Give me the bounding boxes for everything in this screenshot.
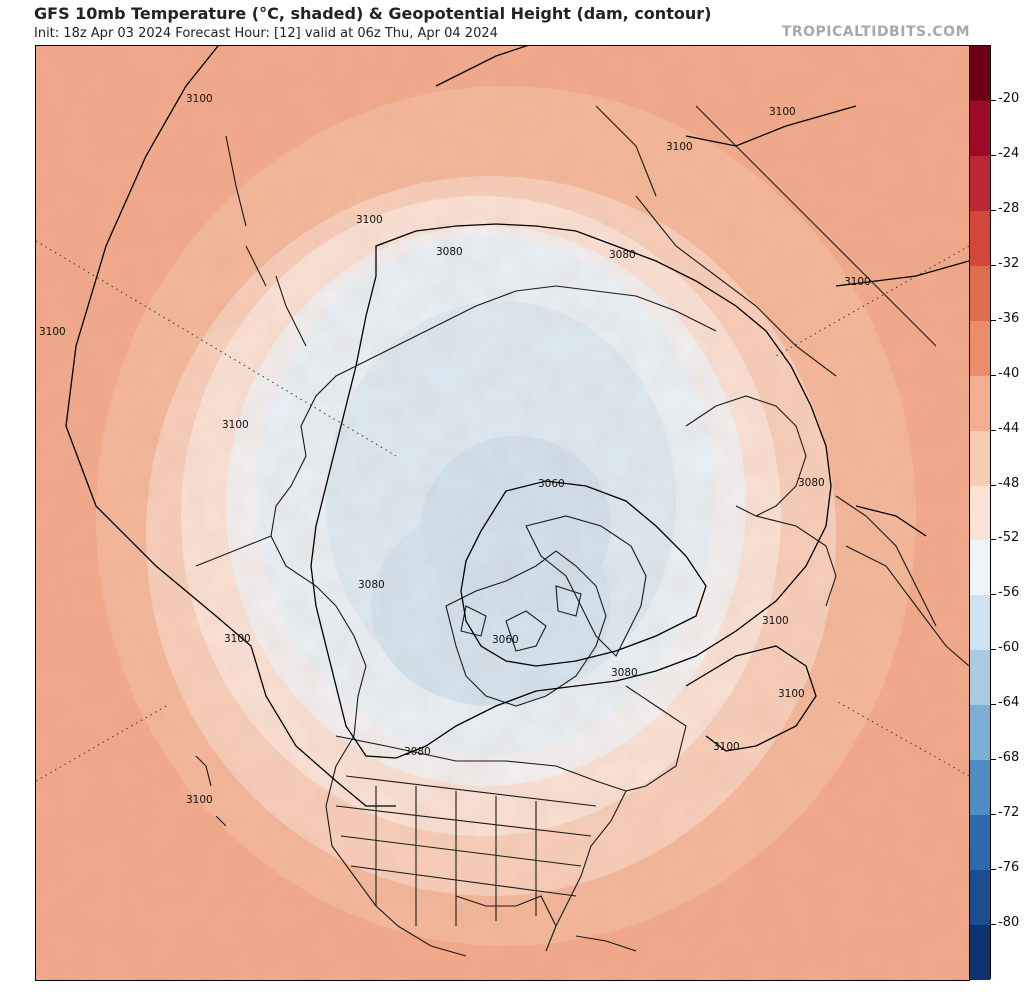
graticule bbox=[36, 240, 969, 782]
colorbar-label: -24 bbox=[998, 145, 1020, 161]
contour-label: 3100 bbox=[224, 633, 251, 645]
site-credit[interactable]: TROPICALTIDBITS.COM bbox=[781, 24, 970, 40]
contour-label: 3100 bbox=[222, 419, 249, 431]
polar-map: 3100 3100 3100 3100 3100 3100 3100 3100 … bbox=[36, 46, 969, 980]
colorbar-label: -80 bbox=[998, 915, 1020, 931]
colorbar-tick bbox=[991, 594, 996, 596]
colorbar-label: -72 bbox=[998, 805, 1020, 821]
contour-3100-east bbox=[435, 46, 969, 287]
contour-3080-outer bbox=[310, 223, 832, 759]
colorbar-segment bbox=[970, 650, 990, 706]
map-panel: 3100 3100 3100 3100 3100 3100 3100 3100 … bbox=[35, 45, 970, 981]
contour-label: 3100 bbox=[356, 214, 383, 226]
colorbar-label: -56 bbox=[998, 585, 1020, 601]
colorbar-tick bbox=[991, 704, 996, 706]
contour-label: 3100 bbox=[762, 615, 789, 627]
colorbar-label: -36 bbox=[998, 310, 1020, 326]
contour-label: 3100 bbox=[666, 141, 693, 153]
colorbar-label: -64 bbox=[998, 695, 1020, 711]
contour-label: 3060 bbox=[492, 634, 519, 646]
colorbar-label: -60 bbox=[998, 640, 1020, 656]
colorbar-tick bbox=[991, 264, 996, 266]
colorbar-tick bbox=[991, 374, 996, 376]
colorbar-segment bbox=[970, 595, 990, 651]
contour-label: 3100 bbox=[769, 106, 796, 118]
colorbar-segment bbox=[970, 100, 990, 156]
height-contours bbox=[65, 46, 969, 807]
contour-label: 3080 bbox=[404, 746, 431, 758]
contour-label: 3100 bbox=[778, 688, 805, 700]
contour-label: 3100 bbox=[844, 276, 871, 288]
colorbar-tick bbox=[991, 99, 996, 101]
contour-label: 3100 bbox=[186, 93, 213, 105]
colorbar-label: -76 bbox=[998, 860, 1020, 876]
contour-3100-se bbox=[685, 505, 927, 752]
map-title: GFS 10mb Temperature (°C, shaded) & Geop… bbox=[34, 4, 712, 23]
coastlines bbox=[195, 105, 969, 957]
contour-label: 3080 bbox=[798, 477, 825, 489]
colorbar-tick bbox=[991, 154, 996, 156]
colorbar-label: -52 bbox=[998, 530, 1020, 546]
colorbar-segment bbox=[970, 540, 990, 596]
colorbar-label: -40 bbox=[998, 365, 1020, 381]
colorbar-label: -20 bbox=[998, 90, 1020, 106]
contour-label: 3080 bbox=[611, 667, 638, 679]
colorbar-segment bbox=[970, 870, 990, 925]
contour-label: 3100 bbox=[39, 326, 66, 338]
contour-3060 bbox=[460, 480, 707, 667]
map-subtitle: Init: 18z Apr 03 2024 Forecast Hour: [12… bbox=[34, 26, 498, 41]
colorbar-tick bbox=[991, 209, 996, 211]
colorbar-segment bbox=[970, 265, 990, 321]
colorbar-segment bbox=[970, 375, 990, 431]
colorbar-label: -68 bbox=[998, 750, 1020, 766]
colorbar-tick bbox=[991, 429, 996, 431]
contour-labels: 3100 3100 3100 3100 3100 3100 3100 3100 … bbox=[39, 93, 871, 806]
colorbar-tick bbox=[991, 814, 996, 816]
colorbar-tick bbox=[991, 924, 996, 926]
colorbar-label: -32 bbox=[998, 255, 1020, 271]
colorbar-tick bbox=[991, 649, 996, 651]
temperature-colorbar bbox=[969, 45, 991, 980]
colorbar-segment bbox=[970, 46, 990, 101]
colorbar-segment bbox=[970, 815, 990, 871]
contour-label: 3100 bbox=[186, 794, 213, 806]
colorbar-label: -48 bbox=[998, 475, 1020, 491]
contour-3100 bbox=[65, 46, 396, 807]
colorbar-segment bbox=[970, 155, 990, 211]
colorbar-segment bbox=[970, 430, 990, 486]
colorbar-tick bbox=[991, 869, 996, 871]
colorbar-tick bbox=[991, 759, 996, 761]
colorbar-segment bbox=[970, 760, 990, 816]
colorbar-segment bbox=[970, 485, 990, 541]
colorbar-segment bbox=[970, 320, 990, 376]
colorbar-tick bbox=[991, 319, 996, 321]
colorbar-label: -28 bbox=[998, 200, 1020, 216]
contour-label: 3080 bbox=[609, 249, 636, 261]
colorbar-segment bbox=[970, 705, 990, 761]
colorbar-segment bbox=[970, 925, 990, 980]
contour-label: 3100 bbox=[713, 741, 740, 753]
colorbar-tick bbox=[991, 484, 996, 486]
colorbar-label: -44 bbox=[998, 420, 1020, 436]
temperature-shading bbox=[36, 46, 969, 980]
colorbar-segment bbox=[970, 210, 990, 266]
contour-label: 3060 bbox=[538, 478, 565, 490]
colorbar-tick bbox=[991, 539, 996, 541]
contour-label: 3080 bbox=[436, 246, 463, 258]
contour-label: 3080 bbox=[358, 579, 385, 591]
